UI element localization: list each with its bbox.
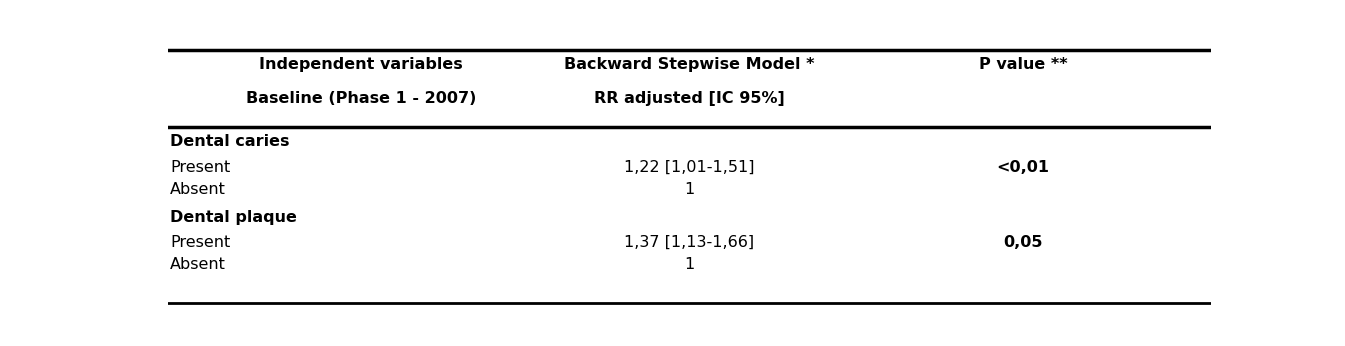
Text: Absent: Absent (171, 257, 226, 272)
Text: 1: 1 (685, 182, 694, 197)
Text: Independent variables: Independent variables (260, 57, 463, 72)
Text: <0,01: <0,01 (997, 160, 1049, 174)
Text: Baseline (Phase 1 - 2007): Baseline (Phase 1 - 2007) (246, 91, 476, 106)
Text: 0,05: 0,05 (1003, 235, 1042, 250)
Text: Dental plaque: Dental plaque (171, 210, 297, 225)
Text: 1,22 [1,01-1,51]: 1,22 [1,01-1,51] (624, 160, 755, 174)
Text: Dental caries: Dental caries (171, 135, 289, 149)
Text: Present: Present (171, 160, 230, 174)
Text: 1: 1 (685, 257, 694, 272)
Text: Absent: Absent (171, 182, 226, 197)
Text: RR adjusted [IC 95%]: RR adjusted [IC 95%] (594, 91, 784, 106)
Text: 1,37 [1,13-1,66]: 1,37 [1,13-1,66] (624, 235, 755, 250)
Text: Backward Stepwise Model *: Backward Stepwise Model * (564, 57, 815, 72)
Text: P value **: P value ** (979, 57, 1067, 72)
Text: Present: Present (171, 235, 230, 250)
